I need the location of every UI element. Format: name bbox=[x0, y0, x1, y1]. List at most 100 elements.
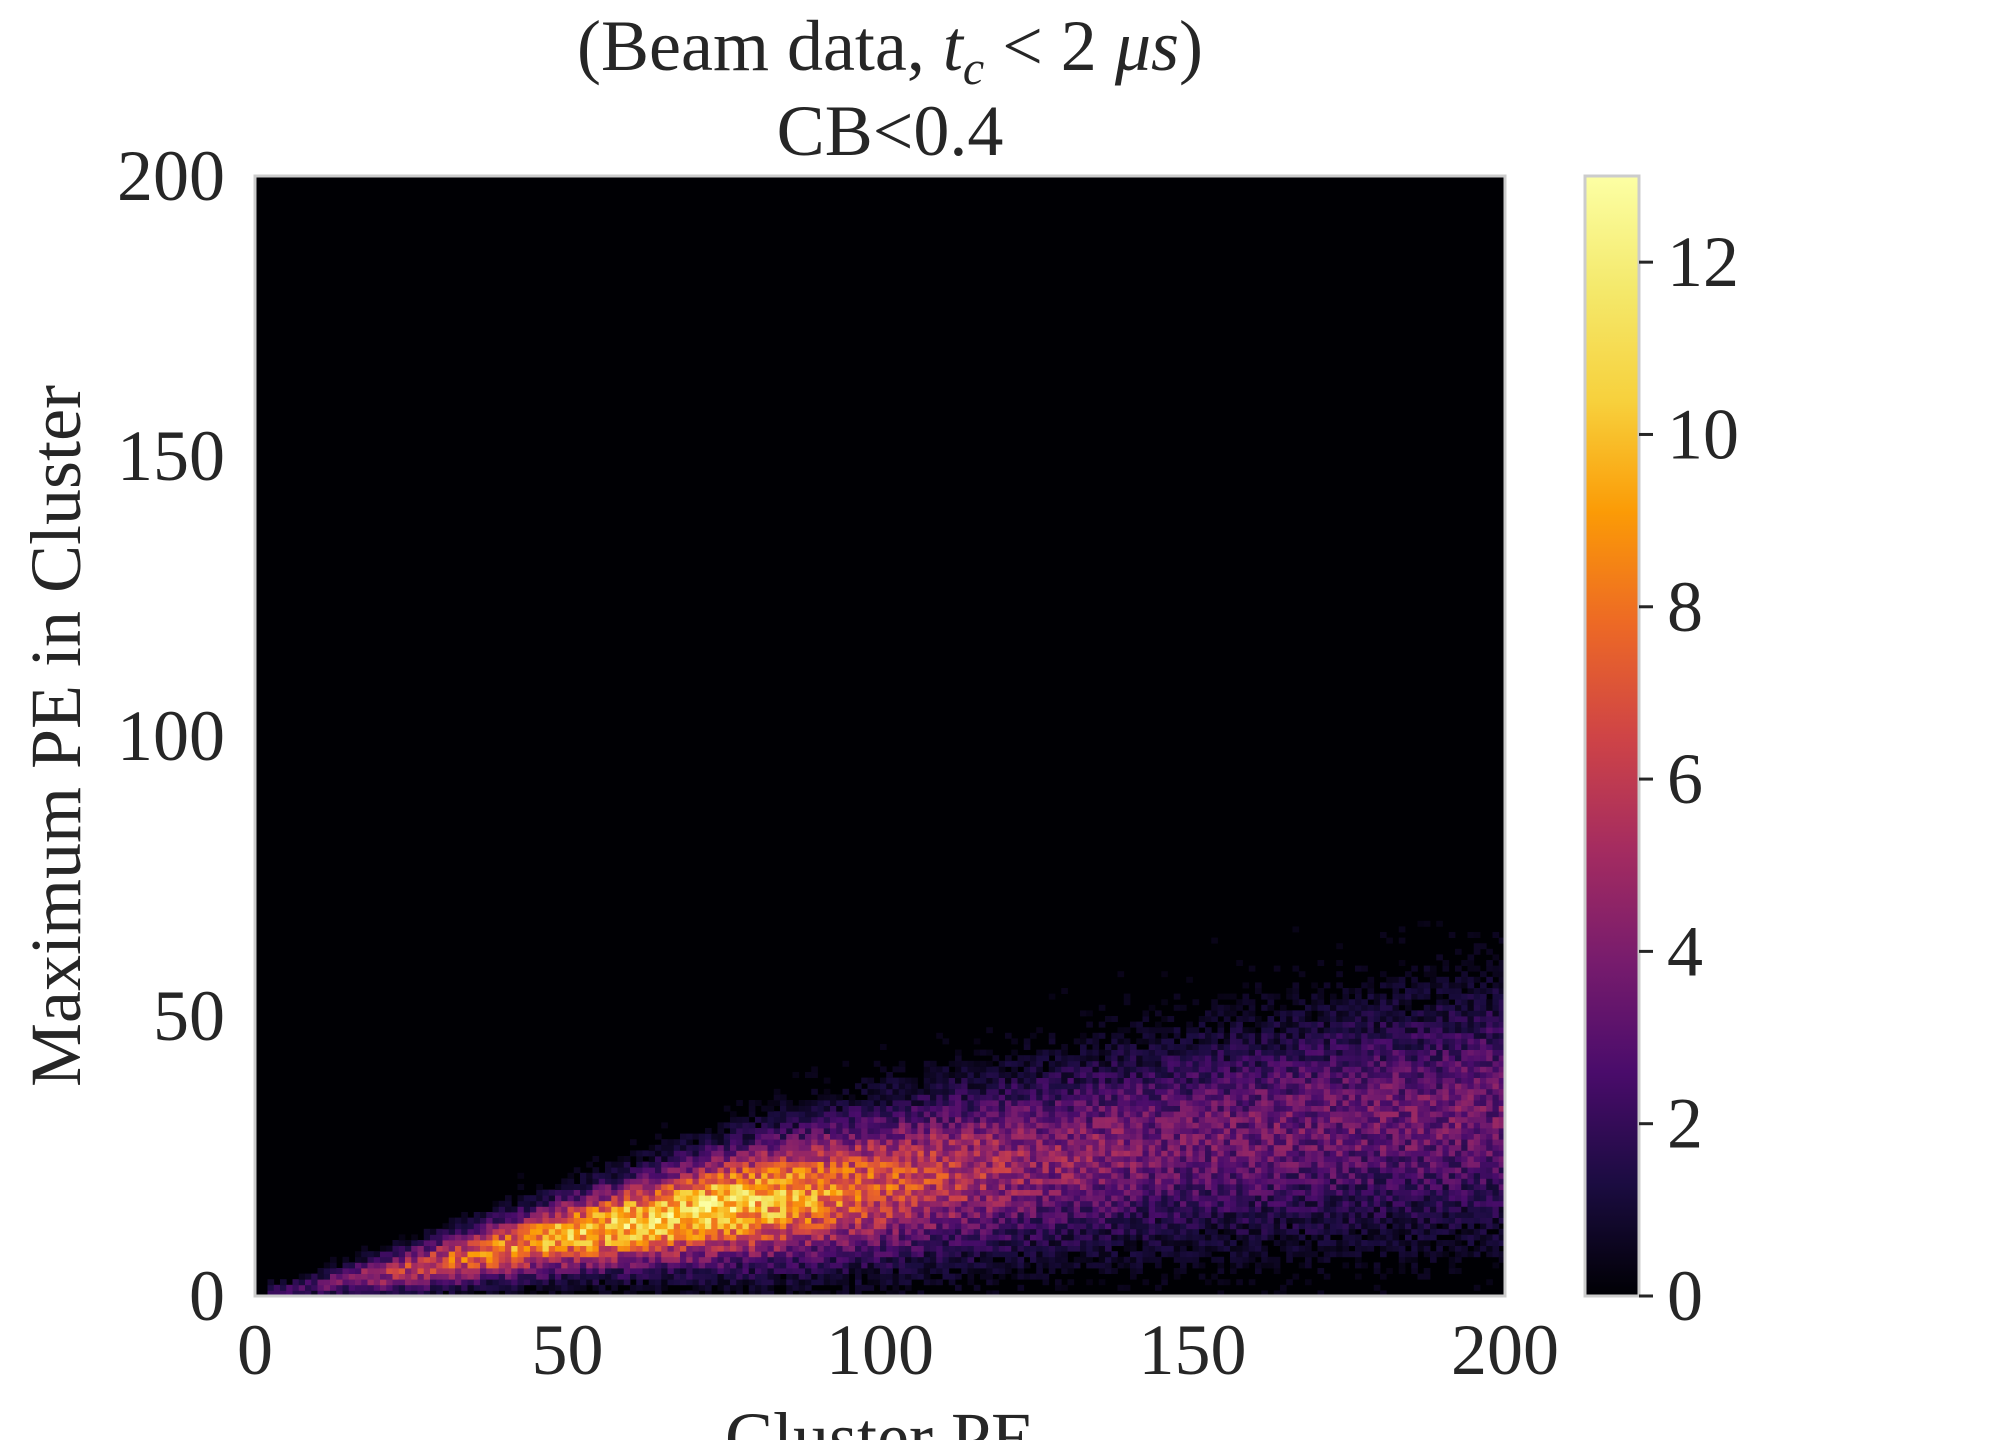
heatmap-cell bbox=[867, 1228, 875, 1235]
heatmap-cell bbox=[823, 1245, 831, 1252]
heatmap-cell bbox=[911, 1150, 918, 1157]
heatmap-cell bbox=[748, 1251, 756, 1258]
heatmap-cell bbox=[1286, 1032, 1293, 1039]
heatmap-cell bbox=[1073, 1184, 1081, 1190]
heatmap-cell bbox=[861, 1139, 868, 1146]
heatmap-cell bbox=[811, 1206, 818, 1213]
heatmap-cell bbox=[1292, 1021, 1300, 1028]
heatmap-cell bbox=[805, 1195, 812, 1202]
heatmap-cell bbox=[1036, 1167, 1043, 1174]
heatmap-cell bbox=[892, 1122, 900, 1129]
heatmap-cell bbox=[936, 1150, 943, 1157]
heatmap-cell bbox=[1230, 1156, 1237, 1162]
heatmap-cell bbox=[792, 1156, 800, 1162]
heatmap-cell bbox=[723, 1245, 731, 1252]
heatmap-cell bbox=[1298, 1262, 1306, 1269]
heatmap-cell bbox=[1080, 1122, 1087, 1129]
heatmap-cell bbox=[1242, 999, 1250, 1006]
heatmap-cell bbox=[930, 1116, 937, 1123]
heatmap-cell bbox=[811, 1184, 818, 1190]
heatmap-cell bbox=[1148, 1223, 1156, 1230]
heatmap-cell bbox=[1273, 1010, 1281, 1017]
heatmap-cell bbox=[867, 1094, 875, 1101]
heatmap-cell bbox=[1280, 1016, 1287, 1022]
heatmap-cell bbox=[823, 1105, 831, 1112]
heatmap-cell bbox=[330, 1273, 337, 1280]
heatmap-cell bbox=[867, 1212, 875, 1218]
heatmap-cell bbox=[492, 1228, 500, 1235]
heatmap-cell bbox=[773, 1212, 781, 1218]
heatmap-cell bbox=[630, 1139, 637, 1146]
heatmap-cell bbox=[492, 1200, 500, 1207]
heatmap-cell bbox=[817, 1279, 825, 1286]
heatmap-cell bbox=[405, 1245, 412, 1252]
heatmap-cell bbox=[911, 1189, 918, 1196]
heatmap-cell bbox=[1023, 1228, 1031, 1235]
heatmap-cell bbox=[842, 1189, 850, 1196]
heatmap-cell bbox=[767, 1206, 775, 1213]
heatmap-cell bbox=[686, 1251, 693, 1258]
heatmap-cell bbox=[736, 1122, 743, 1129]
heatmap-cell bbox=[1317, 1133, 1325, 1140]
heatmap-cell bbox=[1148, 1122, 1156, 1129]
heatmap-cell bbox=[311, 1284, 318, 1291]
heatmap-cell bbox=[1005, 1161, 1012, 1168]
heatmap-cell bbox=[573, 1228, 581, 1235]
heatmap-cell bbox=[1280, 1100, 1287, 1106]
heatmap-cell bbox=[1067, 1268, 1075, 1274]
heatmap-cell bbox=[1280, 1066, 1287, 1073]
heatmap-cell bbox=[1236, 1049, 1243, 1056]
heatmap-cell bbox=[598, 1268, 606, 1274]
heatmap-cell bbox=[605, 1228, 612, 1235]
heatmap-cell bbox=[786, 1144, 793, 1151]
heatmap-cell bbox=[1080, 1206, 1087, 1213]
heatmap-cell bbox=[636, 1279, 643, 1286]
heatmap-cell bbox=[998, 1116, 1006, 1123]
heatmap-cell bbox=[748, 1161, 756, 1168]
heatmap-cell bbox=[580, 1245, 587, 1252]
heatmap-cell bbox=[830, 1156, 837, 1162]
heatmap-cell bbox=[367, 1262, 375, 1269]
heatmap-cell bbox=[1267, 1038, 1275, 1045]
heatmap-cell bbox=[498, 1245, 506, 1252]
heatmap-cell bbox=[730, 1133, 737, 1140]
heatmap-cell bbox=[367, 1273, 375, 1280]
heatmap-cell bbox=[780, 1122, 787, 1129]
heatmap-cell bbox=[642, 1217, 650, 1224]
heatmap-cell bbox=[967, 1072, 975, 1078]
heatmap-cell bbox=[511, 1206, 518, 1213]
heatmap-cell bbox=[673, 1256, 681, 1263]
heatmap-cell bbox=[417, 1245, 425, 1252]
heatmap-cell bbox=[1111, 1133, 1118, 1140]
heatmap-cell bbox=[992, 1128, 1000, 1134]
heatmap-cell bbox=[1205, 1200, 1212, 1207]
heatmap-cell bbox=[798, 1290, 806, 1297]
heatmap-cell bbox=[705, 1290, 712, 1297]
heatmap-cell bbox=[1205, 1060, 1212, 1067]
heatmap-cell bbox=[748, 1111, 756, 1118]
heatmap-cell bbox=[1192, 1066, 1200, 1073]
heatmap-cell bbox=[1267, 1256, 1275, 1263]
heatmap-cell bbox=[780, 1133, 787, 1140]
heatmap-cell bbox=[386, 1251, 393, 1258]
heatmap-cell bbox=[430, 1234, 437, 1241]
heatmap-cell bbox=[355, 1273, 362, 1280]
heatmap-cell bbox=[542, 1256, 550, 1263]
heatmap-cell bbox=[1161, 999, 1168, 1006]
heatmap-cell bbox=[905, 1256, 912, 1263]
heatmap-cell bbox=[905, 1088, 912, 1095]
heatmap-cell bbox=[1198, 1094, 1206, 1101]
heatmap-cell bbox=[936, 1161, 943, 1168]
heatmap-cell bbox=[1005, 1156, 1012, 1162]
heatmap-cell bbox=[992, 1217, 1000, 1224]
heatmap-cell bbox=[1242, 1038, 1250, 1045]
heatmap-cell bbox=[611, 1251, 618, 1258]
heatmap-cell bbox=[992, 1122, 1000, 1129]
heatmap-cell bbox=[367, 1279, 375, 1286]
heatmap-cell bbox=[917, 1156, 925, 1162]
heatmap-cell bbox=[1067, 1128, 1075, 1134]
heatmap-cell bbox=[1173, 1060, 1181, 1067]
heatmap-cell bbox=[955, 1133, 962, 1140]
heatmap-cell bbox=[1198, 1273, 1206, 1280]
heatmap-cell bbox=[1117, 1139, 1125, 1146]
